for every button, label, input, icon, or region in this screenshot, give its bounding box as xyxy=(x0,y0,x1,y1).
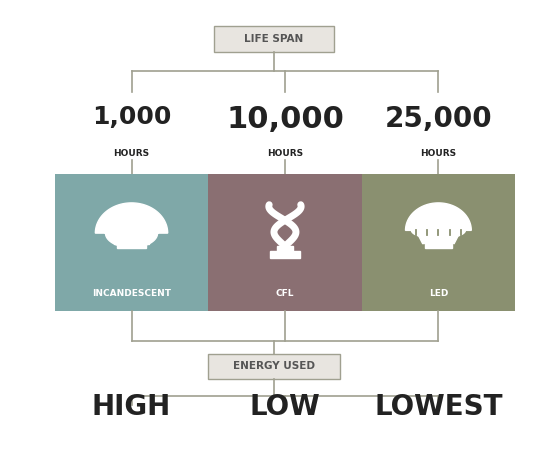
FancyBboxPatch shape xyxy=(208,354,340,379)
Text: LED: LED xyxy=(429,289,448,298)
Text: HOURS: HOURS xyxy=(267,149,303,158)
Polygon shape xyxy=(419,236,458,244)
Text: INCANDESCENT: INCANDESCENT xyxy=(92,289,171,298)
Text: LIFE SPAN: LIFE SPAN xyxy=(244,34,304,44)
Text: 25,000: 25,000 xyxy=(385,105,492,133)
FancyBboxPatch shape xyxy=(214,26,334,52)
Polygon shape xyxy=(270,251,300,258)
Polygon shape xyxy=(277,246,293,251)
Text: HOURS: HOURS xyxy=(113,149,150,158)
Polygon shape xyxy=(95,203,168,248)
FancyBboxPatch shape xyxy=(55,174,208,311)
Text: LOWEST: LOWEST xyxy=(374,393,503,421)
Text: LOW: LOW xyxy=(249,393,321,421)
Polygon shape xyxy=(115,242,149,245)
Text: ENERGY USED: ENERGY USED xyxy=(233,361,315,371)
Polygon shape xyxy=(117,245,146,248)
Polygon shape xyxy=(406,203,471,239)
FancyBboxPatch shape xyxy=(362,174,515,311)
Text: 10,000: 10,000 xyxy=(226,105,344,134)
Text: HIGH: HIGH xyxy=(92,393,171,421)
Polygon shape xyxy=(425,244,452,248)
Polygon shape xyxy=(113,238,150,241)
FancyBboxPatch shape xyxy=(208,174,362,311)
Text: HOURS: HOURS xyxy=(420,149,456,158)
Text: CFL: CFL xyxy=(276,289,294,298)
Text: 1,000: 1,000 xyxy=(92,105,171,129)
